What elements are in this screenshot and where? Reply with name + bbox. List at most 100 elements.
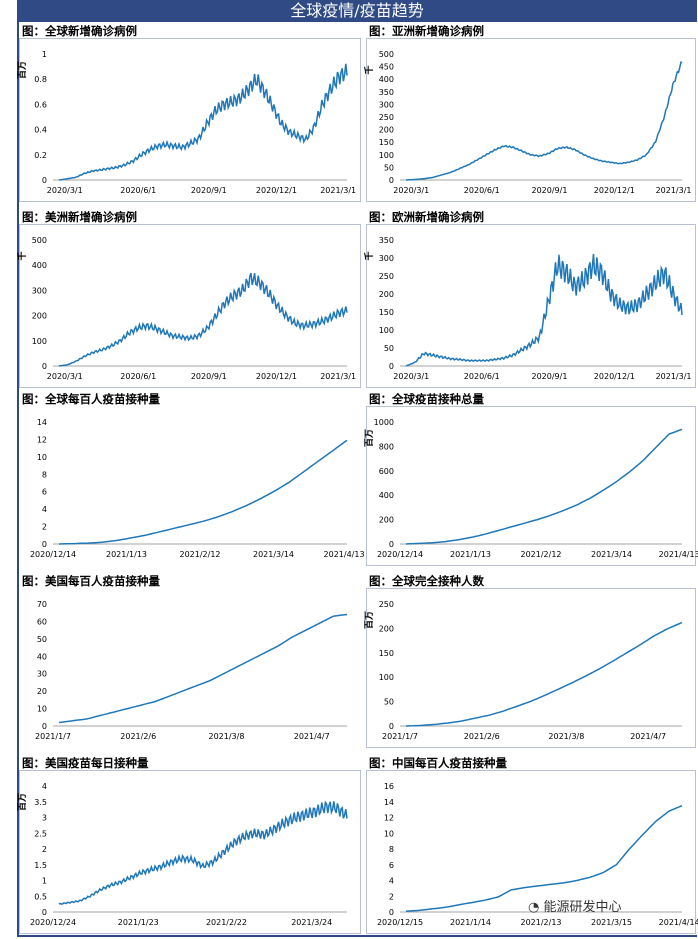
y-tick-label: 2.5 xyxy=(34,829,47,838)
x-tick-label: 2020/12/14 xyxy=(377,550,423,559)
x-tick-label: 2021/1/13 xyxy=(450,550,491,559)
x-tick-label: 2021/1/7 xyxy=(382,732,418,741)
chart-svg: 百万 0 0.2 0.4 0.6 0.8 1 2020/3/1 2020/6/1 2020/9/1… xyxy=(17,50,356,195)
chart-svg: 0 2 4 6 8 10 12 14 16 2020/12/15 2021/1/14 2021/2/1… xyxy=(377,782,698,927)
y-tick-label: 16 xyxy=(384,782,394,791)
x-tick-label: 2021/2/13 xyxy=(520,918,561,927)
y-tick-label: 10 xyxy=(37,453,47,462)
y-tick-label: 30 xyxy=(37,670,47,679)
y-tick-label: 350 xyxy=(379,236,394,245)
x-tick-label: 2021/1/13 xyxy=(106,550,147,559)
y-axis-label: 千 xyxy=(16,251,28,260)
chart-title: 图：中国每百人疫苗接种量 xyxy=(369,756,507,770)
y-tick-label: 70 xyxy=(37,600,47,609)
x-tick-label: 2021/1/7 xyxy=(35,732,71,741)
x-tick-label: 2020/9/1 xyxy=(191,186,227,195)
series-line xyxy=(405,621,683,727)
chart-frame xyxy=(366,38,696,202)
y-tick-label: 150 xyxy=(379,138,394,147)
x-tick-label: 2021/3/14 xyxy=(591,550,632,559)
chart-panel: 图：全球疫苗接种总量 百万 0 200 400 600 800 1000 2020/12/14 2… xyxy=(364,392,698,566)
chart-title: 图：全球新增确诊病例 xyxy=(22,24,137,38)
y-tick-label: 100 xyxy=(379,151,394,160)
chart-svg: 0 10 20 30 40 50 60 70 2021/1/7 2021/2/6 2021/3/8 2… xyxy=(35,600,348,741)
y-axis-label: 百万 xyxy=(364,429,375,447)
chart-panel: 图：全球完全接种人数 百万 0 50 100 150 200 250 2021/1/7 2021/… xyxy=(364,574,696,748)
chart-panel: 图：全球新增确诊病例 百万 0 0.2 0.4 0.6 0.8 1 2020/3/1 2020/6… xyxy=(17,24,361,202)
x-tick-label: 2021/4/7 xyxy=(630,732,666,741)
x-tick-label: 2020/12/1 xyxy=(256,372,297,381)
series-line xyxy=(58,439,348,545)
x-tick-label: 2021/2/6 xyxy=(464,732,500,741)
chart-title: 图：美国每百人疫苗接种量 xyxy=(22,574,160,588)
chart-panel: 图：美国疫苗每日接种量 百万 0 0.5 1 1.5 2 2.5 3 3.5 4 2020/12/24… xyxy=(17,756,361,934)
y-axis-label: 千 xyxy=(363,65,375,74)
y-axis-label: 千 xyxy=(363,251,375,260)
series-line xyxy=(58,800,348,905)
chart-panel: 图：美国每百人疫苗接种量 0 10 20 30 40 50 60 70 2021/1/7 2021/… xyxy=(19,574,361,748)
chart-svg: 千 0 50 100 150 200 250 300 350 2020/3/1 2020/6/1 20… xyxy=(363,236,692,381)
chart-svg: 百万 0 200 400 600 800 1000 2020/12/14 2021/1/13 20… xyxy=(364,418,698,559)
x-tick-label: 2020/12/1 xyxy=(594,372,635,381)
chart-svg: 千 0 100 200 300 400 500 2020/3/1 2020/6/1 2020/9/… xyxy=(16,236,356,381)
x-tick-label: 2020/3/1 xyxy=(47,372,83,381)
y-tick-label: 3.5 xyxy=(34,798,47,807)
x-tick-label: 2020/12/15 xyxy=(377,918,423,927)
y-tick-label: 1.5 xyxy=(34,861,47,870)
y-tick-label: 300 xyxy=(379,100,394,109)
chart-panel: 图：中国每百人疫苗接种量 0 2 4 6 8 10 12 14 16 2020/12/15 2021/… xyxy=(366,756,698,934)
chart-title: 图：欧洲新增确诊病例 xyxy=(369,210,484,224)
x-tick-label: 2021/2/6 xyxy=(120,732,156,741)
series-line xyxy=(58,63,348,181)
y-tick-label: 60 xyxy=(37,617,47,626)
y-tick-label: 500 xyxy=(379,50,394,59)
y-tick-label: 300 xyxy=(379,254,394,263)
x-tick-label: 2021/3/14 xyxy=(253,550,294,559)
y-tick-label: 0 xyxy=(389,722,394,731)
y-tick-label: 8 xyxy=(42,470,47,479)
chart-panel: 图：全球每百人疫苗接种量 0 2 4 6 8 10 12 14 2020/12/14 2021/1/… xyxy=(19,392,365,566)
chart-frame xyxy=(19,38,361,202)
chart-title: 图：亚洲新增确诊病例 xyxy=(369,24,484,38)
y-tick-label: 200 xyxy=(32,312,47,321)
x-tick-label: 2021/2/12 xyxy=(520,550,561,559)
y-tick-label: 1 xyxy=(42,50,47,59)
x-tick-label: 2020/12/24 xyxy=(30,918,76,927)
x-tick-label: 2021/3/1 xyxy=(656,372,692,381)
x-tick-label: 2021/4/7 xyxy=(294,732,330,741)
watermark: ◔ 能源研发中心 xyxy=(528,896,622,915)
y-tick-label: 250 xyxy=(379,113,394,122)
y-tick-label: 3 xyxy=(42,814,47,823)
series-line xyxy=(405,805,683,912)
chart-title: 图：全球完全接种人数 xyxy=(369,574,484,588)
chart-title: 图：全球每百人疫苗接种量 xyxy=(22,392,160,406)
y-tick-label: 2 xyxy=(42,523,47,532)
y-tick-label: 400 xyxy=(379,491,394,500)
chart-svg: 千 0 50 100 150 200 250 300 350 400 450 500 2020/3/1 2… xyxy=(363,50,692,195)
x-tick-label: 2020/6/1 xyxy=(120,186,156,195)
y-tick-label: 250 xyxy=(379,272,394,281)
x-tick-label: 2020/12/1 xyxy=(594,186,635,195)
x-tick-label: 2021/4/14 xyxy=(659,918,698,927)
y-tick-label: 150 xyxy=(379,649,394,658)
chart-frame xyxy=(366,406,696,566)
x-tick-label: 2020/6/1 xyxy=(464,372,500,381)
y-tick-label: 0 xyxy=(42,540,47,549)
x-tick-label: 2020/3/1 xyxy=(393,186,429,195)
left-rule xyxy=(17,22,19,937)
y-tick-label: 0 xyxy=(389,362,394,371)
y-tick-label: 2 xyxy=(389,892,394,901)
series-line xyxy=(405,428,683,545)
y-tick-label: 0 xyxy=(389,908,394,917)
x-tick-label: 2020/12/14 xyxy=(30,550,76,559)
y-tick-label: 20 xyxy=(37,687,47,696)
y-tick-label: 10 xyxy=(384,829,394,838)
y-tick-label: 40 xyxy=(37,652,47,661)
watermark-text: 能源研发中心 xyxy=(543,900,622,915)
y-axis-label: 百万 xyxy=(17,793,28,811)
chart-svg: 0 2 4 6 8 10 12 14 2020/12/14 2021/1/13 2021/2/12 2… xyxy=(30,418,365,559)
y-tick-label: 12 xyxy=(37,435,47,444)
y-tick-label: 2 xyxy=(42,845,47,854)
y-tick-label: 800 xyxy=(379,442,394,451)
y-tick-label: 4 xyxy=(42,505,47,514)
